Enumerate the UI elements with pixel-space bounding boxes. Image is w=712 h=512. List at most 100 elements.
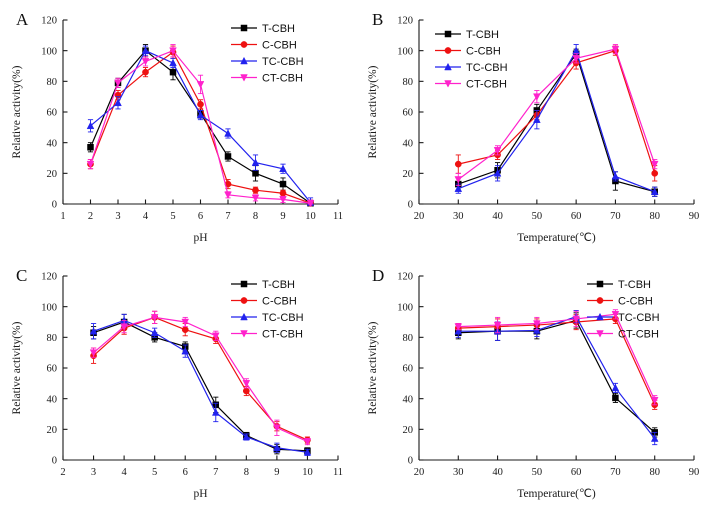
legend-marker-square [444, 30, 452, 38]
data-point [493, 169, 502, 177]
y-tick-label: 60 [403, 108, 414, 119]
series-TC-CBH [89, 313, 312, 456]
data-point [533, 93, 541, 101]
data-point [141, 58, 150, 66]
legend-marker-triangle-up [444, 62, 452, 71]
x-tick-label: 2 [60, 467, 65, 478]
data-point [141, 46, 150, 54]
x-tick-label: 60 [571, 211, 582, 222]
legend-label: C-CBH [618, 296, 653, 308]
y-tick-label: 100 [41, 302, 57, 313]
legend-item-CT-CBH: CT-CBH [435, 79, 507, 91]
x-tick-label: 10 [305, 211, 316, 222]
y-tick-label: 60 [47, 108, 58, 119]
legend-label: TC-CBH [466, 62, 508, 74]
data-point [169, 58, 177, 67]
panel-letter: A [16, 10, 29, 29]
series-line [457, 48, 656, 180]
series-line [458, 52, 655, 193]
data-point [650, 434, 659, 442]
x-tick-label: 30 [453, 211, 464, 222]
x-tick-label: 30 [453, 467, 464, 478]
data-point [251, 158, 260, 166]
x-tick-label: 8 [253, 211, 258, 222]
legend-label: C-CBH [262, 296, 297, 308]
legend-item-TC-CBH: TC-CBH [231, 56, 304, 68]
data-point [252, 186, 259, 194]
data-point [114, 98, 122, 107]
y-tick-label: 80 [47, 333, 58, 344]
data-point [533, 320, 541, 328]
data-point [181, 346, 190, 355]
x-tick-label: 70 [610, 467, 621, 478]
data-point [211, 332, 220, 340]
data-point [572, 55, 580, 63]
data-point [196, 81, 205, 89]
data-point [86, 121, 95, 130]
y-tick-label: 100 [397, 46, 413, 57]
legend-marker-triangle-down [596, 330, 604, 338]
legend: T-CBH C-CBH TC-CBH CT-CBH [435, 29, 508, 91]
x-tick-label: 5 [170, 211, 175, 222]
panel-letter: D [372, 266, 384, 285]
data-point [142, 68, 149, 76]
data-point [533, 326, 541, 334]
data-point [279, 164, 287, 172]
series-TC-CBH [86, 45, 315, 206]
x-tick-label: 8 [244, 467, 249, 478]
x-tick-label: 10 [302, 467, 313, 478]
x-tick-label: 70 [610, 211, 621, 222]
data-point [454, 176, 463, 184]
series-line [458, 315, 656, 439]
chart-svg: C 0 20 40 60 80 100 120 2 3 4 5 6 7 8 9 10 11 pH Relative a… [11, 266, 343, 500]
data-point [611, 383, 620, 392]
panel-a: A 0 20 40 60 80 100 120 1 2 3 4 5 6 7 8 9 10 11 pH Relative … [0, 0, 356, 256]
legend-label: TC-CBH [262, 312, 304, 324]
legend-label: CT-CBH [618, 329, 659, 341]
data-point [572, 315, 580, 324]
y-tick-label: 120 [397, 16, 413, 27]
series-line [93, 316, 308, 443]
legend-label: T-CBH [466, 29, 499, 41]
legend-marker-circle [596, 297, 604, 304]
legend-marker-triangle-up [240, 312, 248, 321]
data-point [651, 169, 659, 177]
data-point [303, 448, 312, 456]
data-point [169, 47, 177, 55]
data-point [493, 321, 502, 330]
series-CT-CBH [454, 44, 659, 187]
legend-marker-square [596, 280, 604, 288]
series-CT-CBH [454, 309, 659, 406]
legend-marker-square [240, 280, 248, 288]
legend-label: T-CBH [262, 279, 295, 291]
x-tick-label: 6 [198, 211, 203, 222]
data-point [181, 318, 190, 327]
legend: T-CBH C-CBH TC-CBH CT-CBH [231, 279, 304, 341]
data-point [612, 394, 619, 402]
data-point [89, 327, 98, 335]
x-tick-label: 90 [689, 467, 700, 478]
data-point [251, 194, 260, 203]
x-tick-label: 9 [280, 211, 285, 222]
x-tick-label: 5 [152, 467, 157, 478]
y-axis-title: Relative activity(%) [11, 321, 23, 414]
x-tick-label: 1 [60, 211, 65, 222]
x-axis-title: pH [193, 232, 207, 244]
data-point [493, 147, 502, 155]
data-point [611, 45, 620, 54]
y-tick-label: 40 [403, 138, 414, 149]
y-tick-label: 60 [47, 364, 58, 375]
x-tick-label: 90 [689, 211, 700, 222]
legend-label: T-CBH [262, 23, 295, 35]
panel-d: D 0 20 40 60 80 100 120 20 30 40 50 60 70 80 90 Temperat… [356, 256, 712, 512]
legend-marker-circle [240, 297, 248, 304]
x-tick-label: 60 [571, 467, 582, 478]
x-tick-label: 40 [492, 211, 503, 222]
legend-item-T-CBH: T-CBH [587, 279, 651, 291]
y-tick-label: 60 [403, 364, 414, 375]
x-tick-label: 3 [115, 211, 120, 222]
x-tick-label: 7 [225, 211, 230, 222]
data-point [197, 100, 204, 108]
